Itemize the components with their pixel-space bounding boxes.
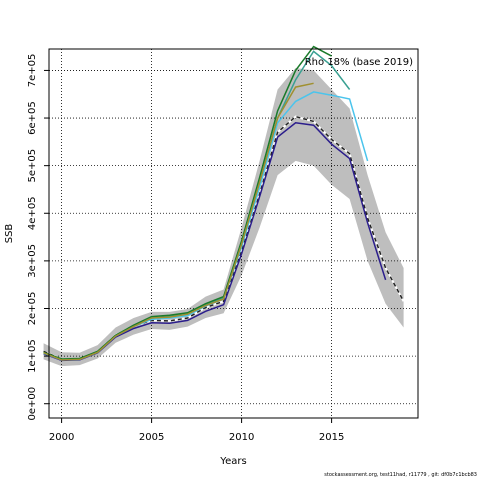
- y-tick-label: 5e+05: [27, 149, 38, 183]
- axis-layer: 2000 2005 2010 2015 0e+00 1e+05 2e+05 3e+05 4e+0…: [27, 54, 344, 443]
- series-line-4: [43, 45, 332, 360]
- x-axis-label: Years: [219, 456, 246, 467]
- plot-frame: [48, 48, 419, 419]
- series-line-5: [43, 82, 314, 361]
- x-tick-label: 2000: [49, 432, 74, 443]
- y-tick-label: 7e+05: [27, 54, 38, 88]
- confidence-band-layer: [43, 68, 404, 367]
- confidence-band: [43, 68, 404, 367]
- x-tick-label: 2010: [229, 432, 254, 443]
- y-tick-label: 0e+00: [27, 387, 38, 421]
- series-line-0: [43, 115, 405, 361]
- x-tick-label: 2015: [319, 432, 344, 443]
- footer-credit: stockassessment.org, test11had, r11779 ,…: [324, 472, 477, 478]
- y-tick-label: 1e+05: [27, 339, 38, 373]
- y-tick-label: 2e+05: [27, 292, 38, 326]
- y-tick-label: 3e+05: [27, 244, 38, 278]
- x-tick-label: 2005: [139, 432, 164, 443]
- y-tick-label: 4e+05: [27, 196, 38, 230]
- chart-annotation: Rho 18% (base 2019): [305, 57, 413, 68]
- y-axis-label: SSB: [4, 224, 15, 244]
- y-tick-label: 6e+05: [27, 101, 38, 135]
- series-layer: [43, 45, 405, 362]
